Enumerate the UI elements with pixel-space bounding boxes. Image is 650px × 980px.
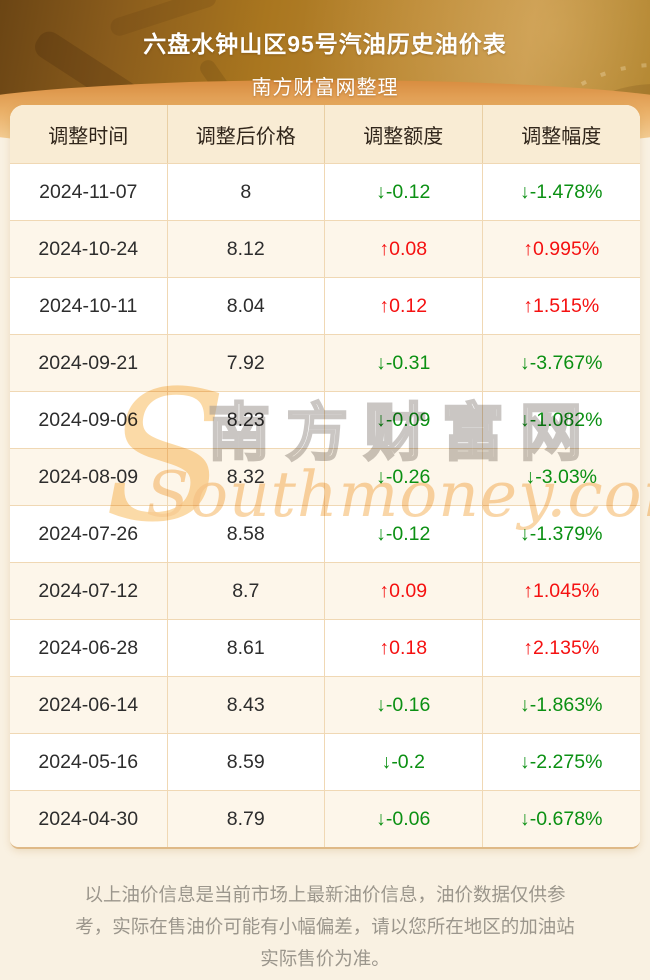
column-header-adjust-amount: 调整额度 (325, 105, 483, 163)
cell-date: 2024-06-14 (10, 677, 168, 733)
cell-change: ↓-0.16 (325, 677, 483, 733)
cell-change: ↓-0.12 (325, 506, 483, 562)
cell-date: 2024-10-11 (10, 278, 168, 334)
cell-change: ↓-0.06 (325, 791, 483, 847)
cell-date: 2024-07-12 (10, 563, 168, 619)
cell-date: 2024-08-09 (10, 449, 168, 505)
table-row: 2024-04-30 8.79 ↓-0.06 ↓-0.678% (10, 790, 640, 847)
price-table-card: 调整时间 调整后价格 调整额度 调整幅度 2024-11-07 8 ↓-0.12… (10, 105, 640, 849)
header-banner: 六盘水钟山区95号汽油历史油价表 南方财富网整理 (0, 0, 650, 152)
cell-change: ↓-0.31 (325, 335, 483, 391)
column-header-adjusted-price: 调整后价格 (168, 105, 325, 163)
cell-price: 8.12 (168, 221, 325, 277)
cell-percent: ↓-0.678% (520, 807, 603, 830)
cell-percent: ↓-3.03% (525, 465, 598, 488)
cell-change: ↓-0.12 (325, 164, 483, 220)
table-row: 2024-06-14 8.43 ↓-0.16 ↓-1.863% (10, 676, 640, 733)
table-row: 2024-09-06 8.23 ↓-0.09 ↓-1.082% (10, 391, 640, 448)
cell-date: 2024-04-30 (10, 791, 168, 847)
table-row: 2024-10-24 8.12 ↑0.08 ↑0.995% (10, 220, 640, 277)
cell-date: 2024-10-24 (10, 221, 168, 277)
cell-percent: ↑1.045% (523, 579, 600, 602)
cell-price: 8.32 (168, 449, 325, 505)
cell-date: 2024-06-28 (10, 620, 168, 676)
cell-date: 2024-07-26 (10, 506, 168, 562)
cell-price: 8.7 (168, 563, 325, 619)
cell-percent: ↑1.515% (523, 294, 600, 317)
cell-price: 8 (168, 164, 325, 220)
cell-percent: ↑2.135% (523, 636, 600, 659)
cell-price: 8.58 (168, 506, 325, 562)
column-header-adjust-range: 调整幅度 (521, 125, 602, 148)
page-subtitle: 南方财富网整理 (251, 77, 399, 99)
table-row: 2024-05-16 8.59 ↓-0.2 ↓-2.275% (10, 733, 640, 790)
table-row: 2024-06-28 8.61 ↑0.18 ↑2.135% (10, 619, 640, 676)
cell-price: 8.61 (168, 620, 325, 676)
cell-price: 8.04 (168, 278, 325, 334)
cell-percent: ↑0.995% (523, 237, 600, 260)
cell-change: ↓-0.09 (325, 392, 483, 448)
table-row: 2024-09-21 7.92 ↓-0.31 ↓-3.767% (10, 334, 640, 391)
cell-percent: ↓-2.275% (520, 750, 603, 773)
table-header-row: 调整时间 调整后价格 调整额度 调整幅度 (10, 105, 640, 163)
column-header-adjust-time: 调整时间 (10, 105, 168, 163)
cell-percent: ↓-3.767% (520, 351, 603, 374)
cell-percent: ↓-1.379% (520, 522, 603, 545)
table-body: 2024-11-07 8 ↓-0.12 ↓-1.478% 2024-10-24 … (10, 163, 640, 847)
table-row: 2024-11-07 8 ↓-0.12 ↓-1.478% (10, 163, 640, 220)
cell-change: ↑0.12 (325, 278, 483, 334)
table-row: 2024-07-26 8.58 ↓-0.12 ↓-1.379% (10, 505, 640, 562)
table-row: 2024-08-09 8.32 ↓-0.26 ↓-3.03% (10, 448, 640, 505)
cell-percent: ↓-1.863% (520, 693, 603, 716)
table-row: 2024-07-12 8.7 ↑0.09 ↑1.045% (10, 562, 640, 619)
cell-change: ↓-0.26 (325, 449, 483, 505)
cell-date: 2024-09-06 (10, 392, 168, 448)
cell-price: 7.92 (168, 335, 325, 391)
cell-price: 8.79 (168, 791, 325, 847)
cell-date: 2024-09-21 (10, 335, 168, 391)
cell-change: ↓-0.2 (325, 734, 483, 790)
cell-change: ↑0.18 (325, 620, 483, 676)
cell-percent: ↓-1.082% (520, 408, 603, 431)
cell-price: 8.43 (168, 677, 325, 733)
page-title: 六盘水钟山区95号汽油历史油价表 (143, 31, 507, 57)
disclaimer-text: 以上油价信息是当前市场上最新油价信息，油价数据仅供参考，实际在售油价可能有小幅偏… (75, 884, 575, 969)
cell-date: 2024-11-07 (10, 164, 168, 220)
table-row: 2024-10-11 8.04 ↑0.12 ↑1.515% (10, 277, 640, 334)
cell-change: ↑0.08 (325, 221, 483, 277)
cell-percent: ↓-1.478% (520, 180, 603, 203)
cell-price: 8.23 (168, 392, 325, 448)
cell-date: 2024-05-16 (10, 734, 168, 790)
cell-price: 8.59 (168, 734, 325, 790)
cell-change: ↑0.09 (325, 563, 483, 619)
